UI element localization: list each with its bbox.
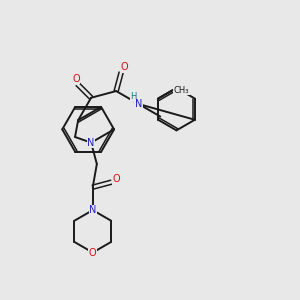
Text: O: O <box>120 62 128 72</box>
Text: N: N <box>87 138 95 148</box>
Text: H: H <box>130 92 136 101</box>
Text: N: N <box>89 205 96 215</box>
Text: N: N <box>89 205 96 215</box>
Text: O: O <box>113 174 120 184</box>
Text: N: N <box>135 99 142 109</box>
Text: O: O <box>72 74 80 84</box>
Text: CH₃: CH₃ <box>174 86 189 95</box>
Text: O: O <box>89 248 97 257</box>
